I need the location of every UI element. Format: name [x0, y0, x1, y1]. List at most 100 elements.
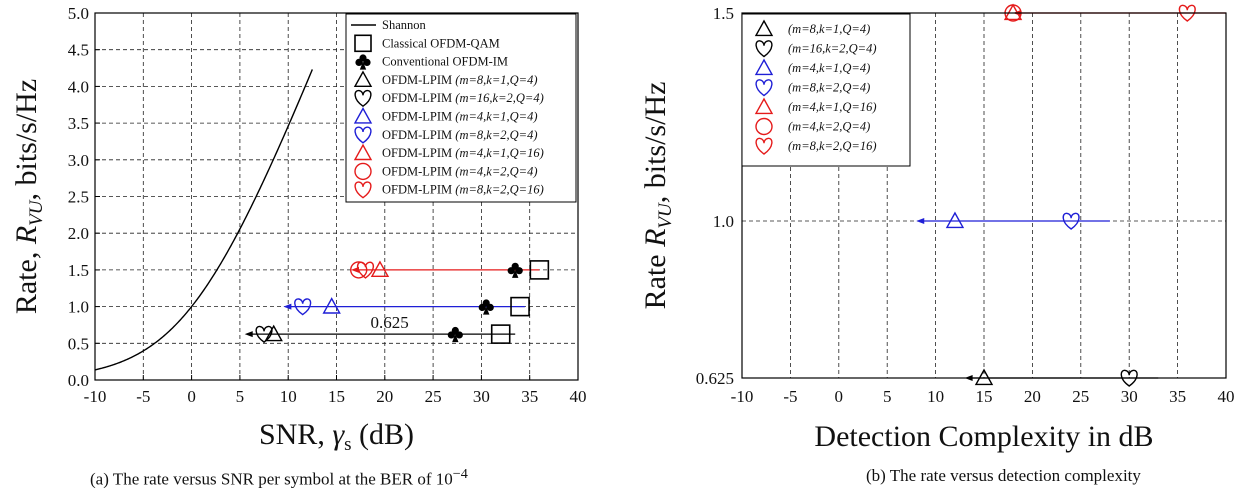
y-tick-label: 0.5 [68, 334, 89, 353]
x-tick-label: 40 [570, 387, 587, 406]
y-axis-label-b-unit: , bits/s/Hz [639, 82, 672, 204]
x-axis-label-a-gamma: γ [332, 418, 345, 451]
x-tick-label: 5 [236, 387, 245, 406]
y-tick-label: 3.5 [68, 114, 89, 133]
legend-a-label-5: OFDM-LPIM (m=4,k=1,Q=4) [382, 110, 538, 124]
legend-a-marker-2-lobe-right [363, 58, 371, 66]
y-tick-label: 2.0 [68, 224, 89, 243]
y-axis-label-b-sub: VU [655, 202, 676, 229]
caption-a-exponent: −4 [452, 466, 468, 482]
legend-a-marker-6 [354, 126, 372, 144]
x-axis-label-a-unit: (dB) [352, 418, 415, 451]
x-tick-label: 30 [473, 387, 490, 406]
legend-a-params-4: (m=16,k=2,Q=4) [455, 91, 543, 105]
marker-a-2-0 [264, 324, 283, 342]
x-tick-label: 35 [1169, 387, 1186, 406]
marker-a-1-2-lobe-right [515, 267, 523, 275]
marker-a-0-0 [490, 324, 511, 344]
x-tick-label: 0 [187, 387, 196, 406]
y-tick-label: 0.625 [696, 369, 734, 388]
legend-a-label-6: OFDM-LPIM (m=8,k=2,Q=4) [382, 128, 538, 142]
x-axis-label-a-sub: s [344, 434, 351, 455]
legend-b-label-1: (m=16,k=2,Q=4) [788, 42, 876, 56]
y-tick-label: 4.5 [68, 41, 89, 60]
arrow-a-2-head [350, 266, 359, 273]
arrow-a-1-head [283, 303, 292, 310]
y-axis-label-a-unit: , bits/s/Hz [10, 79, 43, 201]
marker-b-3-0 [1062, 212, 1080, 230]
y-tick-label: 0.0 [68, 371, 89, 390]
legend-a-label-9: OFDM-LPIM (m=8,k=2,Q=16) [382, 183, 544, 197]
legend-b-marker-4 [754, 97, 774, 115]
legend-a-label-2: Conventional OFDM-IM [382, 55, 508, 69]
legend-b-marker-0 [754, 19, 774, 37]
marker-a-1-0-lobe-right [455, 331, 463, 339]
legend-a-label-3: OFDM-LPIM (m=8,k=1,Q=4) [382, 73, 538, 87]
legend-b-marker-2 [754, 58, 774, 76]
legend-a-label-7: OFDM-LPIM (m=4,k=1,Q=16) [382, 146, 544, 160]
marker-a-0-1 [510, 296, 530, 317]
legend-a-marker-4 [354, 89, 372, 108]
y-tick-label: 4.0 [68, 77, 89, 96]
x-tick-label: 20 [376, 387, 393, 406]
legend-a-params-8: (m=4,k=2,Q=4) [455, 164, 537, 178]
marker-a-1-1-stem [483, 306, 490, 315]
y-tick-label: 1.0 [68, 298, 89, 317]
marker-a-1-2 [507, 262, 523, 278]
marker-a-8-0 [356, 261, 375, 279]
legend-a-params-5: (m=4,k=1,Q=4) [455, 110, 537, 124]
legend-a-marker-8 [354, 162, 372, 181]
marker-a-1-2-stem [512, 269, 519, 278]
marker-a-1-1 [478, 299, 494, 315]
figure: -10 -5 0 5 10 15 20 25 30 35 40 0.0 0.5 1.0 1.5 2.0 2.5 3… [10, 3, 1235, 455]
x-tick-label: 15 [328, 387, 345, 406]
marker-a-7-0 [350, 261, 368, 279]
legend-a-label-4: OFDM-LPIM (m=16,k=2,Q=4) [382, 91, 544, 105]
x-tick-label: -10 [84, 387, 107, 406]
legend-a-label-1: Classical OFDM-QAM [382, 36, 500, 50]
x-tick-label: 15 [976, 387, 993, 406]
legend-a-params-6: (m=8,k=2,Q=4) [455, 128, 537, 142]
marker-a-1-0-lobe-left [447, 331, 455, 339]
x-tick-label: 5 [883, 387, 892, 406]
legend-a [345, 13, 577, 203]
x-tick-label: -5 [783, 387, 797, 406]
legend-a-params-9: (m=8,k=2,Q=16) [455, 183, 543, 197]
marker-a-0-2 [529, 260, 550, 280]
x-tick-label: 40 [1218, 387, 1235, 406]
legend-a-marker-5 [353, 107, 373, 124]
x-axis-label-a: SNR, γs (dB) [259, 418, 414, 455]
plot-frame-b [741, 12, 1227, 379]
caption-b: (b) The rate versus detection complexity [866, 466, 1141, 485]
x-tick-label: -10 [731, 387, 754, 406]
marker-b-6-0 [1178, 4, 1196, 22]
y-tick-label: 2.5 [68, 188, 89, 207]
plot-frame-a [94, 12, 579, 381]
legend-b-label-4: (m=4,k=1,Q=16) [788, 100, 876, 114]
arrow-a-0-head [244, 331, 253, 338]
marker-a-6-0 [370, 260, 390, 277]
legend-b-marker-3 [755, 79, 773, 97]
x-tick-label: 35 [521, 387, 538, 406]
y-axis-label-b-R: R [639, 229, 672, 248]
x-tick-label: -5 [136, 387, 150, 406]
marker-b-0-0 [974, 368, 994, 386]
y-axis-label-a: Rate, RVU, bits/s/Hz [10, 79, 47, 314]
y-tick-label: 1.0 [713, 212, 734, 231]
y-axis-label-b: Rate RVU, bits/s/Hz [639, 82, 676, 310]
legend-a-label-0: Shannon [382, 18, 427, 32]
marker-a-5-0 [294, 298, 312, 316]
marker-a-1-0-stem [452, 334, 459, 343]
marker-a-3-0 [255, 325, 273, 343]
marker-b-2-0 [945, 211, 965, 229]
legend-a-marker-2-stem [359, 61, 367, 70]
x-tick-label: 20 [1024, 387, 1041, 406]
legend-a-marker-2-lobe-left [355, 58, 363, 66]
legend-a-label-8: OFDM-LPIM (m=4,k=2,Q=4) [382, 164, 538, 178]
x-tick-label: 10 [280, 387, 297, 406]
legend-a-params-3: (m=8,k=1,Q=4) [455, 73, 537, 87]
marker-a-4-0 [322, 297, 341, 314]
legend-b-label-6: (m=8,k=2,Q=16) [788, 139, 876, 153]
y-axis-label-a-R: R [10, 226, 43, 245]
legend-a-params-7: (m=4,k=1,Q=16) [455, 146, 543, 160]
